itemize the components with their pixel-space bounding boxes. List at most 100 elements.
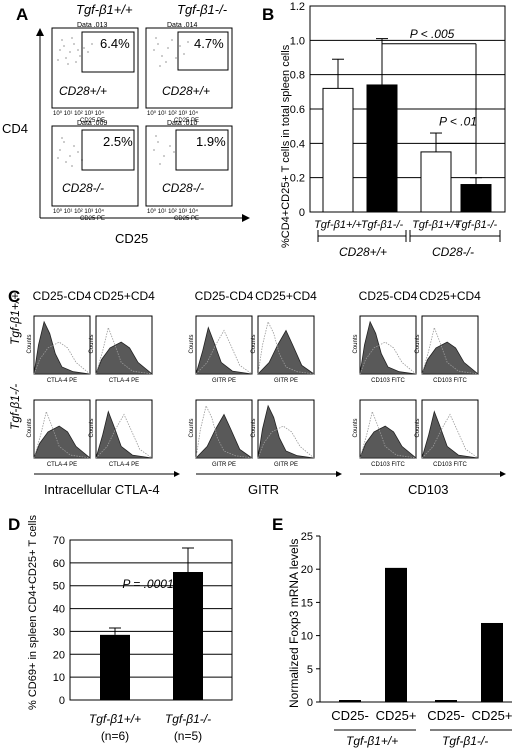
- y-tick-label: 20: [53, 649, 65, 661]
- histogram-overlay: [257, 320, 315, 375]
- x-ticks-1: 10⁰ 10¹ 10² 10³ 10⁴: [53, 110, 104, 117]
- y-tick-label: 10: [301, 631, 313, 643]
- bar: [322, 87, 354, 213]
- histogram-x-label: CD103 FITC: [433, 462, 467, 468]
- y-tick-label: 0.4: [290, 138, 305, 150]
- histogram-fill: [33, 320, 91, 375]
- panel-b-group-1: CD28+/+: [339, 245, 387, 259]
- x-axis-label-4: CD25 PE: [174, 216, 199, 222]
- x-tick-label: CD25+: [376, 708, 417, 723]
- data-label-2: Data .014: [167, 22, 197, 29]
- histogram-x-label: GITR PE: [274, 462, 298, 468]
- x-ticks-2: 10⁰ 10¹ 10² 10³ 10⁴: [147, 110, 198, 117]
- histogram-fill: [257, 404, 315, 459]
- panel-c-group-2: GITR: [248, 482, 279, 497]
- y-tick-label: 0: [299, 207, 305, 219]
- panel-a-x-axis-label: CD25: [115, 231, 148, 246]
- column-header: CD25-CD4: [195, 289, 254, 303]
- y-tick-label: 40: [53, 604, 65, 616]
- counts-label: Counts: [251, 418, 257, 437]
- panel-c-letter: C: [8, 287, 20, 306]
- x-tick-label: Tgf-β1+/+: [412, 219, 460, 231]
- y-tick-label: 10: [53, 672, 65, 684]
- column-header: CD25+CD4: [419, 289, 481, 303]
- histogram-fill: [359, 320, 417, 375]
- gate-box-4: [175, 129, 229, 171]
- panel-d-chart: 0 10 20 30 40 50 60 70 Tgf-β1+/+ (n=6) Tgf-β1-/- (n…: [53, 535, 233, 743]
- p-value-label: P = .0001: [122, 577, 173, 591]
- x-axis-label-3: CD25 PE: [80, 216, 105, 222]
- y-tick-label: 0.6: [290, 104, 305, 116]
- bar: [100, 634, 130, 700]
- panel-b-group-brackets: [317, 230, 501, 242]
- y-tick-label: 30: [53, 626, 65, 638]
- panel-c-row-label-2: Tgf-β1-/-: [8, 384, 22, 430]
- y-tick-label: 60: [53, 558, 65, 570]
- scatter-dots-4: [153, 135, 175, 165]
- bar: [460, 184, 492, 213]
- scatter-dots-1: [57, 37, 93, 65]
- histogram-fill: [359, 425, 418, 459]
- panel-a-col-label-2: Tgf-β1-/-: [177, 2, 228, 17]
- histogram-overlay: [195, 329, 253, 375]
- panel-e-group-2: Tgf-β1-/-: [442, 734, 488, 748]
- counts-label: Counts: [251, 334, 257, 353]
- percent-label-3: 2.5%: [103, 134, 133, 149]
- histogram-x-label: CTLA-4 PE: [47, 462, 77, 468]
- panel-a-letter: A: [16, 5, 28, 24]
- histogram-overlay: [359, 410, 417, 459]
- y-tick-label: 20: [301, 564, 313, 576]
- histogram-x-label: CTLA-4 PE: [109, 378, 139, 384]
- histogram-overlay: [195, 404, 253, 459]
- counts-label: Counts: [27, 418, 33, 437]
- histogram-fill: [195, 413, 254, 459]
- bar: [366, 84, 398, 213]
- counts-label: Counts: [189, 418, 195, 437]
- panel-c-group-1: Intracellular CTLA-4: [44, 482, 160, 497]
- column-header: CD25+CD4: [93, 289, 155, 303]
- histogram-fill: [421, 410, 479, 459]
- panel-d-y-axis-label: % CD69+ in spleen CD4+CD25+ T cells: [27, 515, 39, 710]
- x-tick-label: CD25-: [427, 708, 465, 723]
- histogram-x-label: CD103 FITC: [371, 378, 405, 384]
- panel-e: E Normalized Foxp3 mRNA levels 0 5 10 15 20 2…: [272, 515, 512, 748]
- column-header: CD25+CD4: [255, 289, 317, 303]
- histogram-x-label: CTLA-4 PE: [109, 462, 139, 468]
- p-value-label: P < .01: [439, 114, 477, 128]
- facs-plot-4: Data .010 1.9% CD28-/- 10⁰ 10¹ 10² 10³ 1…: [145, 120, 233, 222]
- counts-label: Counts: [353, 418, 359, 437]
- gate-box-2: [177, 31, 229, 71]
- x-axis-label-2: CD25 PE: [174, 118, 199, 124]
- y-tick-label: 5: [307, 664, 313, 676]
- histogram-overlay: [421, 326, 479, 375]
- x-tick-label: CD25+: [472, 708, 513, 723]
- panel-c-group-3: CD103: [408, 482, 448, 497]
- x-ticks-3: 10⁰ 10¹ 10² 10³ 10⁴: [53, 208, 104, 215]
- counts-label: Counts: [189, 334, 195, 353]
- p-value-label: P < .005: [410, 27, 455, 41]
- y-tick-label: 15: [301, 597, 313, 609]
- y-tick-label: 50: [53, 581, 65, 593]
- bar: [481, 622, 503, 702]
- panel-b-y-axis-label: %CD4+CD25+ T cells in total spleen cells: [280, 44, 292, 248]
- counts-label: Counts: [353, 334, 359, 353]
- plot-frame: [69, 539, 233, 701]
- histogram-fill: [95, 341, 154, 375]
- y-tick-label: 1.2: [290, 1, 305, 13]
- histogram-overlay: [95, 326, 153, 375]
- histogram-x-label: GITR PE: [212, 462, 236, 468]
- histogram-fill: [95, 410, 153, 459]
- genotype-label-3: CD28-/-: [62, 181, 104, 195]
- data-label-3: Data .009: [77, 120, 107, 127]
- histogram-fill: [33, 425, 92, 459]
- bar: [385, 567, 407, 702]
- y-tick-label: 0: [59, 695, 65, 707]
- data-label-1: Data .013: [77, 22, 107, 29]
- y-tick-label: 70: [53, 535, 65, 547]
- panel-e-chart: 0 5 10 15 20 25 CD25- CD25+ CD25- CD25+: [301, 531, 513, 723]
- gate-box-3: [81, 129, 135, 171]
- genotype-label-1: CD28+/+: [59, 84, 107, 98]
- x-tick-label: Tgf-β1-/-: [165, 712, 211, 726]
- counts-label: Counts: [89, 418, 95, 437]
